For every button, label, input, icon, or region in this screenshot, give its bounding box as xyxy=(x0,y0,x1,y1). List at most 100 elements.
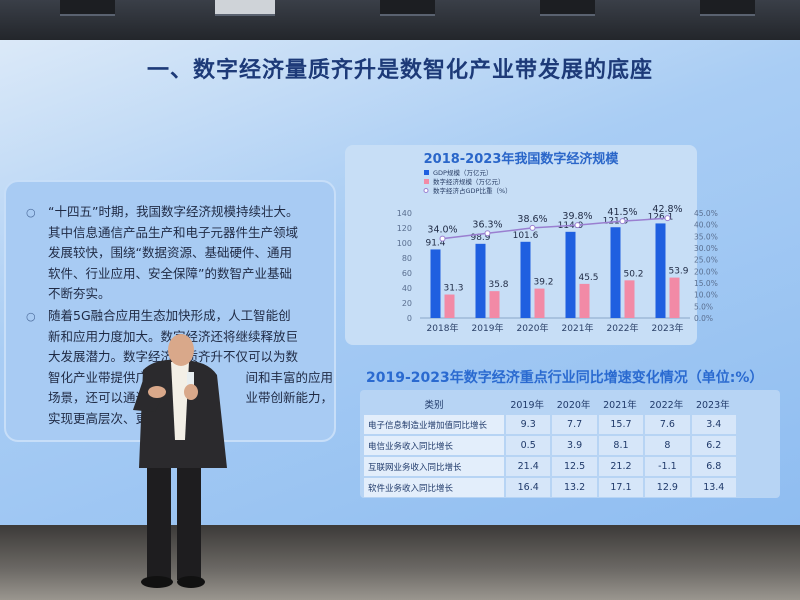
y-tick-label: 0 xyxy=(407,314,412,323)
speaker xyxy=(133,334,227,588)
bar-data-label: 45.5 xyxy=(578,273,598,283)
table-row: 软件业务收入同比增长 16.4 13.2 17.1 12.9 13.4 xyxy=(364,478,736,497)
bar-data-label: 35.8 xyxy=(488,280,508,290)
legend-swatch xyxy=(424,170,429,175)
share-line xyxy=(442,217,668,240)
text-line: 新和应用力度加大。数字经济还将继续释放巨 xyxy=(48,328,299,344)
text-line: 发展较快，围绕“数据资源、基础硬件、通用 xyxy=(48,245,292,260)
growth-table-panel: 类别 2019年 2020年 2021年 2022年 2023年 电子信息制造业增加值同比… xyxy=(360,390,780,498)
table-value-cell: 15.7 xyxy=(596,415,644,434)
gdp-bar xyxy=(520,241,531,318)
growth-table: 类别 2019年 2020年 2021年 2022年 2023年 电子信息制造业增加值同比… xyxy=(364,392,736,499)
table-value-cell: 12.5 xyxy=(550,457,597,476)
table-value-cell: 3.4 xyxy=(689,415,736,434)
gdp-bar xyxy=(655,223,666,318)
bar-data-label: 98.9 xyxy=(470,233,490,243)
text-line: 智化产业带提供广阔 间和丰富的应用 xyxy=(48,368,333,389)
table-value-cell: 6.2 xyxy=(689,436,736,455)
speaker-leg xyxy=(147,460,171,580)
share-data-label: 36.3% xyxy=(472,219,502,230)
table-header-cell: 2021年 xyxy=(603,399,637,411)
table-header-cell: 2023年 xyxy=(695,399,730,411)
share-point xyxy=(484,230,491,237)
bar-data-label: 91.4 xyxy=(425,238,445,248)
text-fragment: 业带创新能力， xyxy=(245,390,333,405)
table-value-cell: 13.4 xyxy=(689,478,736,497)
legend-entry: 数字经济占GDP比重（%） xyxy=(433,186,512,195)
table-value-cell: 8.1 xyxy=(596,436,644,455)
table-value-cell: 6.8 xyxy=(689,457,736,476)
y-tick-label: 40 xyxy=(402,284,412,293)
text-fragment: 智化产业带提供广阔 xyxy=(48,369,161,385)
table-row: 电子信息制造业增加值同比增长 9.3 7.7 15.7 7.6 3.4 xyxy=(364,415,736,434)
speaker-shoe xyxy=(177,576,205,588)
share-data-label: 38.6% xyxy=(517,214,547,225)
digital-economy-bar xyxy=(624,280,635,318)
ceiling-light xyxy=(60,0,115,16)
table-value-cell: 7.7 xyxy=(550,415,597,434)
table-header-row: 类别 2019年 2020年 2021年 2022年 2023年 xyxy=(364,394,736,413)
gdp-bar xyxy=(430,249,441,318)
y2-tick-label: 25.0% xyxy=(694,256,718,265)
table-value-cell: 21.2 xyxy=(596,457,644,476)
paragraph-2: 随着5G融合应用生态加快形成，人工智能创 新和应用力度加大。数字经济还将继续释放… xyxy=(48,306,333,429)
table-value-cell: -1.1 xyxy=(643,457,690,476)
table-category-cell: 电信业务收入同比增长 xyxy=(364,436,504,455)
table-value-cell: 7.6 xyxy=(643,415,690,434)
bar-data-label: 31.3 xyxy=(443,284,463,294)
table-row: 电信业务收入同比增长 0.5 3.9 8.1 8 6.2 xyxy=(364,436,736,455)
table-category-cell: 电子信息制造业增加值同比增长 xyxy=(364,415,504,434)
y2-tick-label: 0.0% xyxy=(694,314,713,323)
share-data-label: 41.5% xyxy=(607,207,637,218)
x-tick-label: 2021年 xyxy=(562,322,594,334)
table-header-cell: 类别 xyxy=(424,399,444,411)
ceiling-light xyxy=(215,0,275,16)
x-tick-label: 2020年 xyxy=(517,322,549,334)
share-point xyxy=(619,218,626,225)
y-tick-label: 100 xyxy=(397,239,412,248)
share-point xyxy=(574,222,581,229)
table-row: 互联网业务收入同比增长 21.4 12.5 21.2 -1.1 6.8 xyxy=(364,457,736,476)
table-value-cell: 13.2 xyxy=(550,478,597,497)
speaker-hand xyxy=(184,384,198,400)
y2-tick-label: 10.0% xyxy=(694,291,718,300)
y-tick-label: 120 xyxy=(397,224,412,233)
text-line: 场景，还可以通过 业带创新能力， xyxy=(48,388,333,409)
table-value-cell: 8 xyxy=(643,436,690,455)
text-line: 实现更高层次、更 xyxy=(48,410,149,426)
stage-floor xyxy=(0,525,800,600)
gdp-bar xyxy=(610,227,621,318)
ceiling-light xyxy=(380,0,435,16)
x-tick-label: 2018年 xyxy=(427,322,459,334)
legend-entry: 数字经济规模（万亿元） xyxy=(433,177,505,186)
text-line: 软件、行业应用、安全保障”的数智产业基础 xyxy=(48,265,292,281)
y2-tick-label: 20.0% xyxy=(694,267,718,276)
table-header-cell: 2022年 xyxy=(649,399,684,411)
bar-data-label: 53.9 xyxy=(668,267,688,277)
share-point xyxy=(529,224,536,231)
speaker-shoe xyxy=(141,576,173,588)
y-tick-label: 140 xyxy=(397,209,412,218)
ceiling-light xyxy=(700,0,755,16)
table-category-cell: 软件业务收入同比增长 xyxy=(364,478,504,497)
text-line: 随着5G融合应用生态加快形成，人工智能创 xyxy=(48,308,291,323)
legend-swatch xyxy=(424,179,429,184)
x-tick-label: 2023年 xyxy=(652,322,684,334)
bar-data-label: 101.6 xyxy=(513,231,539,241)
y2-tick-label: 45.0% xyxy=(694,209,718,218)
table-value-cell: 9.3 xyxy=(504,415,551,434)
table-header-cell: 2020年 xyxy=(556,399,591,411)
y-tick-label: 80 xyxy=(402,254,412,263)
legend-swatch xyxy=(423,188,429,193)
gdp-bar xyxy=(565,231,576,318)
x-tick-label: 2022年 xyxy=(607,322,639,334)
table-value-cell: 21.4 xyxy=(504,457,551,476)
digital-economy-bar xyxy=(669,277,680,318)
y2-tick-label: 5.0% xyxy=(694,302,713,311)
table-title: 2019-2023年数字经济重点行业同比增速变化情况（单位:%） xyxy=(366,370,764,386)
text-line: “十四五”时期，我国数字经济规模持续壮大。 xyxy=(48,204,299,219)
speaker-shirt xyxy=(171,362,189,440)
text-line: 其中信息通信产品生产和电子元器件生产领域 xyxy=(48,224,299,240)
table-value-cell: 3.9 xyxy=(550,436,597,455)
